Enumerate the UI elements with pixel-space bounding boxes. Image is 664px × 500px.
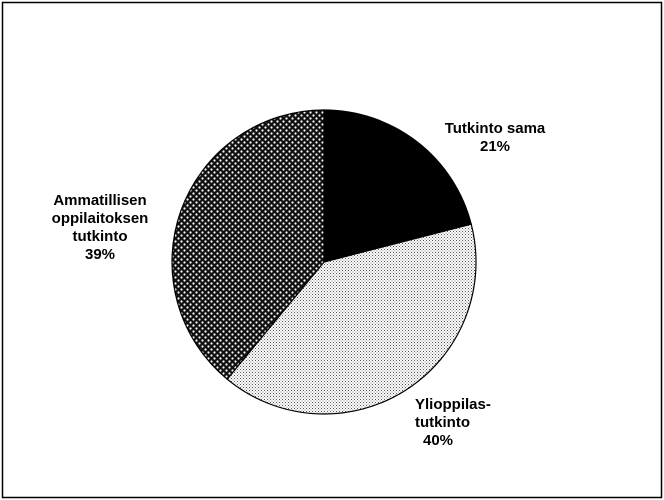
pie-slice — [226, 223, 477, 415]
value-label: 21% — [479, 138, 511, 155]
category-label: Ammatillisen oppilaitoksen tutkinto — [51, 192, 149, 245]
slice-label: Ammatillisen oppilaitoksen tutkinto 39% — [15, 192, 185, 264]
category-label: Ylioppilas- tutkinto — [415, 396, 491, 431]
category-label: Tutkinto sama — [444, 120, 546, 137]
pie-slice — [171, 109, 325, 380]
slice-label: Tutkinto sama 21% — [410, 120, 580, 156]
value-label: 40% — [423, 432, 454, 449]
slice-label: Ylioppilas- tutkinto 40% — [415, 396, 535, 450]
value-label: 39% — [84, 246, 116, 263]
pie-slice — [323, 109, 472, 263]
